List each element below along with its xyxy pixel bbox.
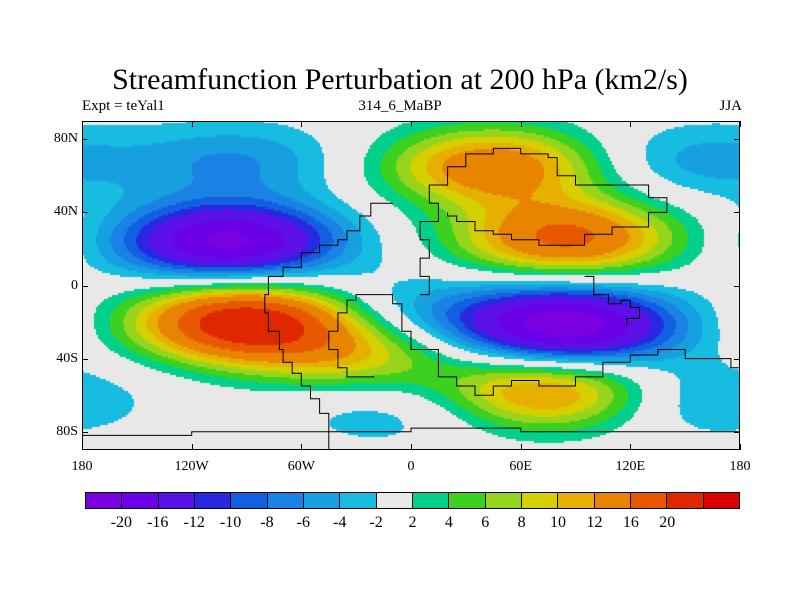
lat-tick-mark xyxy=(82,358,88,360)
colorbar-swatch xyxy=(158,493,195,508)
lat-tick-mark xyxy=(734,139,740,141)
lon-tick-mark xyxy=(301,121,303,127)
lat-tick-mark xyxy=(734,431,740,433)
coastline-segment xyxy=(584,275,640,326)
lon-tick-mark xyxy=(520,444,522,450)
colorbar-label: -4 xyxy=(333,514,347,531)
lon-tick-mark xyxy=(630,121,632,127)
colorbar-swatch xyxy=(630,493,668,508)
colorbar-label: 2 xyxy=(408,514,417,531)
colorbar-swatch xyxy=(86,493,123,508)
lat-tick-label: 80N xyxy=(53,131,78,147)
coastline-segment xyxy=(264,202,393,450)
colorbar-swatch xyxy=(521,493,559,508)
colorbar-swatch xyxy=(558,493,595,508)
colorbar-swatch xyxy=(194,493,232,508)
chart-title: Streamfunction Perturbation at 200 hPa (… xyxy=(112,63,688,96)
lat-tick-mark xyxy=(734,358,740,360)
lon-tick-mark xyxy=(740,444,741,450)
colorbar-label: -10 xyxy=(219,514,242,531)
colorbar-swatch xyxy=(667,493,704,508)
lat-tick-mark xyxy=(734,285,740,287)
streamfunction-map xyxy=(82,121,740,450)
colorbar-label: 8 xyxy=(517,514,526,531)
lon-tick-label: 180 xyxy=(729,459,751,474)
colorbar-label: 4 xyxy=(444,514,453,531)
lon-tick-mark xyxy=(82,444,83,450)
lat-tick-mark xyxy=(82,212,88,214)
lon-tick-mark xyxy=(740,121,741,127)
lon-tick-mark xyxy=(191,444,193,450)
colorbar-swatch xyxy=(485,493,522,508)
coastline-segment xyxy=(82,427,740,436)
lon-tick-label: 120W xyxy=(174,459,209,474)
coastline-overlay xyxy=(82,147,740,450)
lat-tick-label: 80S xyxy=(56,423,78,439)
colorbar-label: 12 xyxy=(586,514,603,531)
lon-tick-mark xyxy=(82,121,83,127)
lon-tick-label: 180 xyxy=(71,459,93,474)
colorbar-swatch xyxy=(267,493,304,508)
lat-tick-mark xyxy=(82,139,88,141)
colorbar-swatch xyxy=(449,493,486,508)
colorbar-swatch xyxy=(412,493,450,508)
contour-field xyxy=(82,121,740,450)
lon-tick-label: 60E xyxy=(509,459,532,474)
coastline-segment xyxy=(419,147,668,296)
colorbar-label: -6 xyxy=(296,514,310,531)
lat-tick-mark xyxy=(82,431,88,433)
colorbar-label: -2 xyxy=(369,514,383,531)
colorbar-label: -16 xyxy=(147,514,169,531)
colorbar-swatch xyxy=(303,493,341,508)
colorbar-swatch xyxy=(340,493,377,508)
season-label: JJA xyxy=(719,98,742,114)
colorbar-label: -12 xyxy=(183,514,205,531)
case-label: 314_6_MaBP xyxy=(358,98,442,114)
colorbar-swatch xyxy=(594,493,631,508)
lat-tick-label: 0 xyxy=(71,277,78,293)
lon-tick-label: 60W xyxy=(287,459,315,474)
lon-tick-mark xyxy=(191,121,193,127)
colorbar-label: -20 xyxy=(110,514,133,531)
lat-tick-label: 40S xyxy=(56,350,78,366)
colorbar-label: 6 xyxy=(481,514,490,531)
colorbar-swatch xyxy=(376,493,413,508)
colorbar-swatch xyxy=(231,493,268,508)
colorbar-label: 20 xyxy=(659,514,676,531)
lat-tick-label: 40N xyxy=(53,204,78,220)
colorbar-swatch xyxy=(122,493,159,508)
lat-tick-mark xyxy=(734,212,740,214)
colorbar xyxy=(85,492,740,509)
colorbar-label: 10 xyxy=(550,514,567,531)
lon-tick-label: 120E xyxy=(615,459,646,474)
lon-tick-mark xyxy=(411,444,412,450)
lon-tick-label: 0 xyxy=(407,459,415,474)
coastline-segment xyxy=(328,294,740,396)
lon-tick-mark xyxy=(301,444,303,450)
colorbar-label: 16 xyxy=(622,514,639,531)
lon-tick-mark xyxy=(630,444,632,450)
lon-tick-mark xyxy=(411,121,412,127)
experiment-label: Expt = teYal1 xyxy=(82,98,165,114)
lat-tick-mark xyxy=(82,285,88,287)
colorbar-label: -8 xyxy=(260,514,274,531)
colorbar-swatch xyxy=(703,493,739,508)
lon-tick-mark xyxy=(520,121,522,127)
